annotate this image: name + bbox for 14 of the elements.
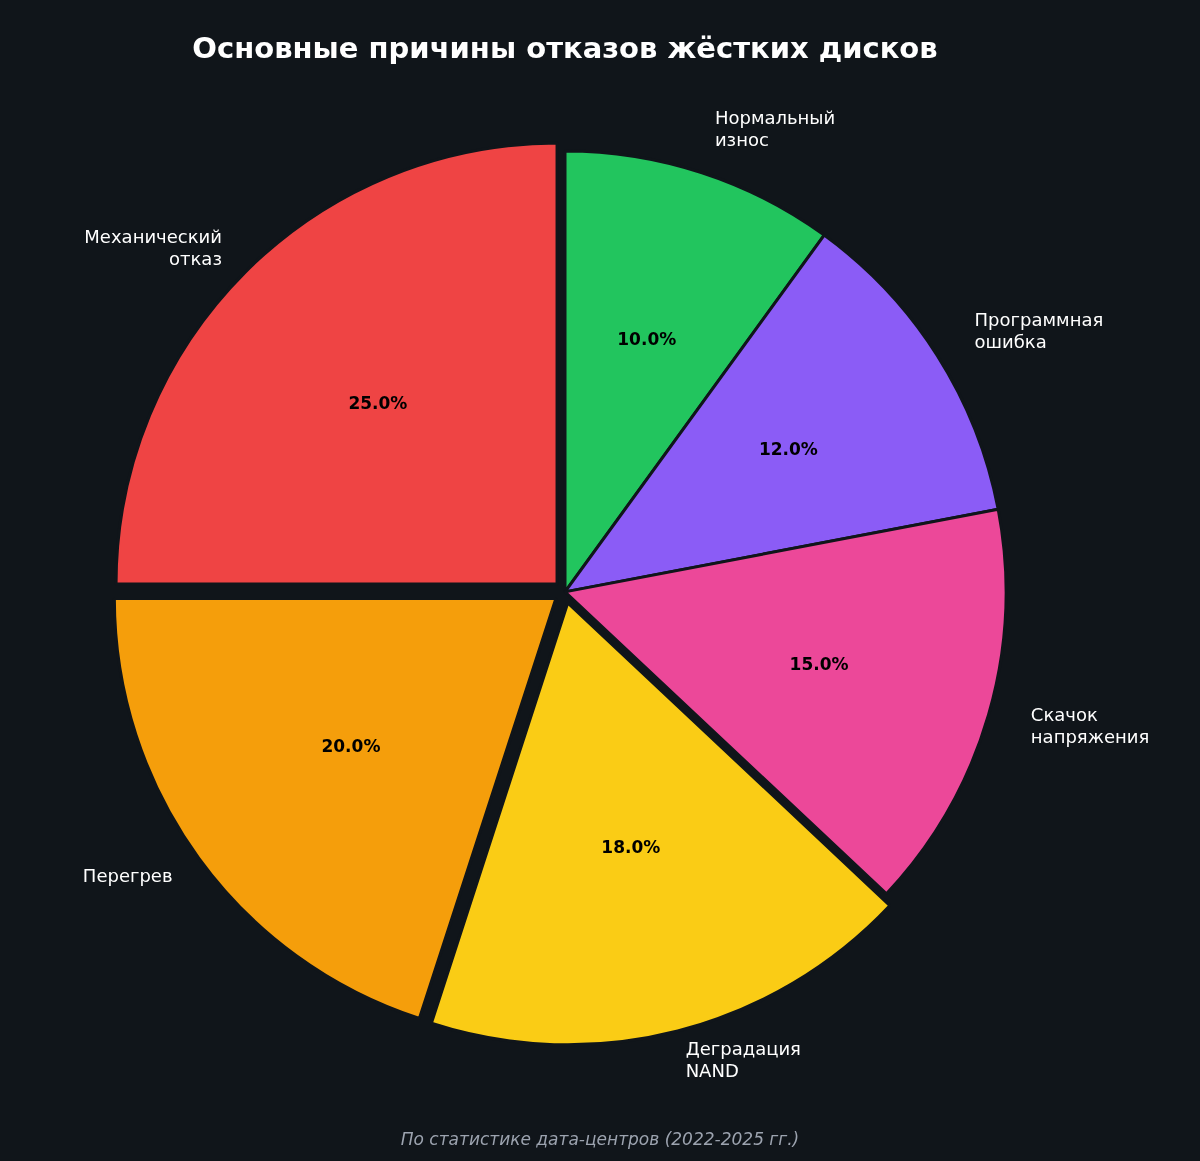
slice-label: Перегрев: [82, 864, 173, 886]
slice-label: Деградация NAND: [685, 1038, 801, 1082]
slice-label: Механический отказ: [84, 225, 222, 269]
chart-title: Основные причины отказов жёстких дисков: [192, 30, 938, 65]
data-label: 25.0%: [348, 393, 408, 414]
slice-label: Программная ошибка: [974, 308, 1104, 352]
slice-label: Нормальный износ: [714, 107, 836, 151]
data-label: 12.0%: [758, 438, 818, 459]
slice-label: Скачок напряжения: [1030, 703, 1150, 747]
data-label: 20.0%: [321, 735, 381, 756]
data-label: 15.0%: [789, 654, 849, 675]
text: По статистике дата-центров (2022-2025 гг.): [400, 1128, 800, 1149]
data-label: 18.0%: [601, 836, 661, 857]
data-label: 10.0%: [617, 328, 677, 349]
